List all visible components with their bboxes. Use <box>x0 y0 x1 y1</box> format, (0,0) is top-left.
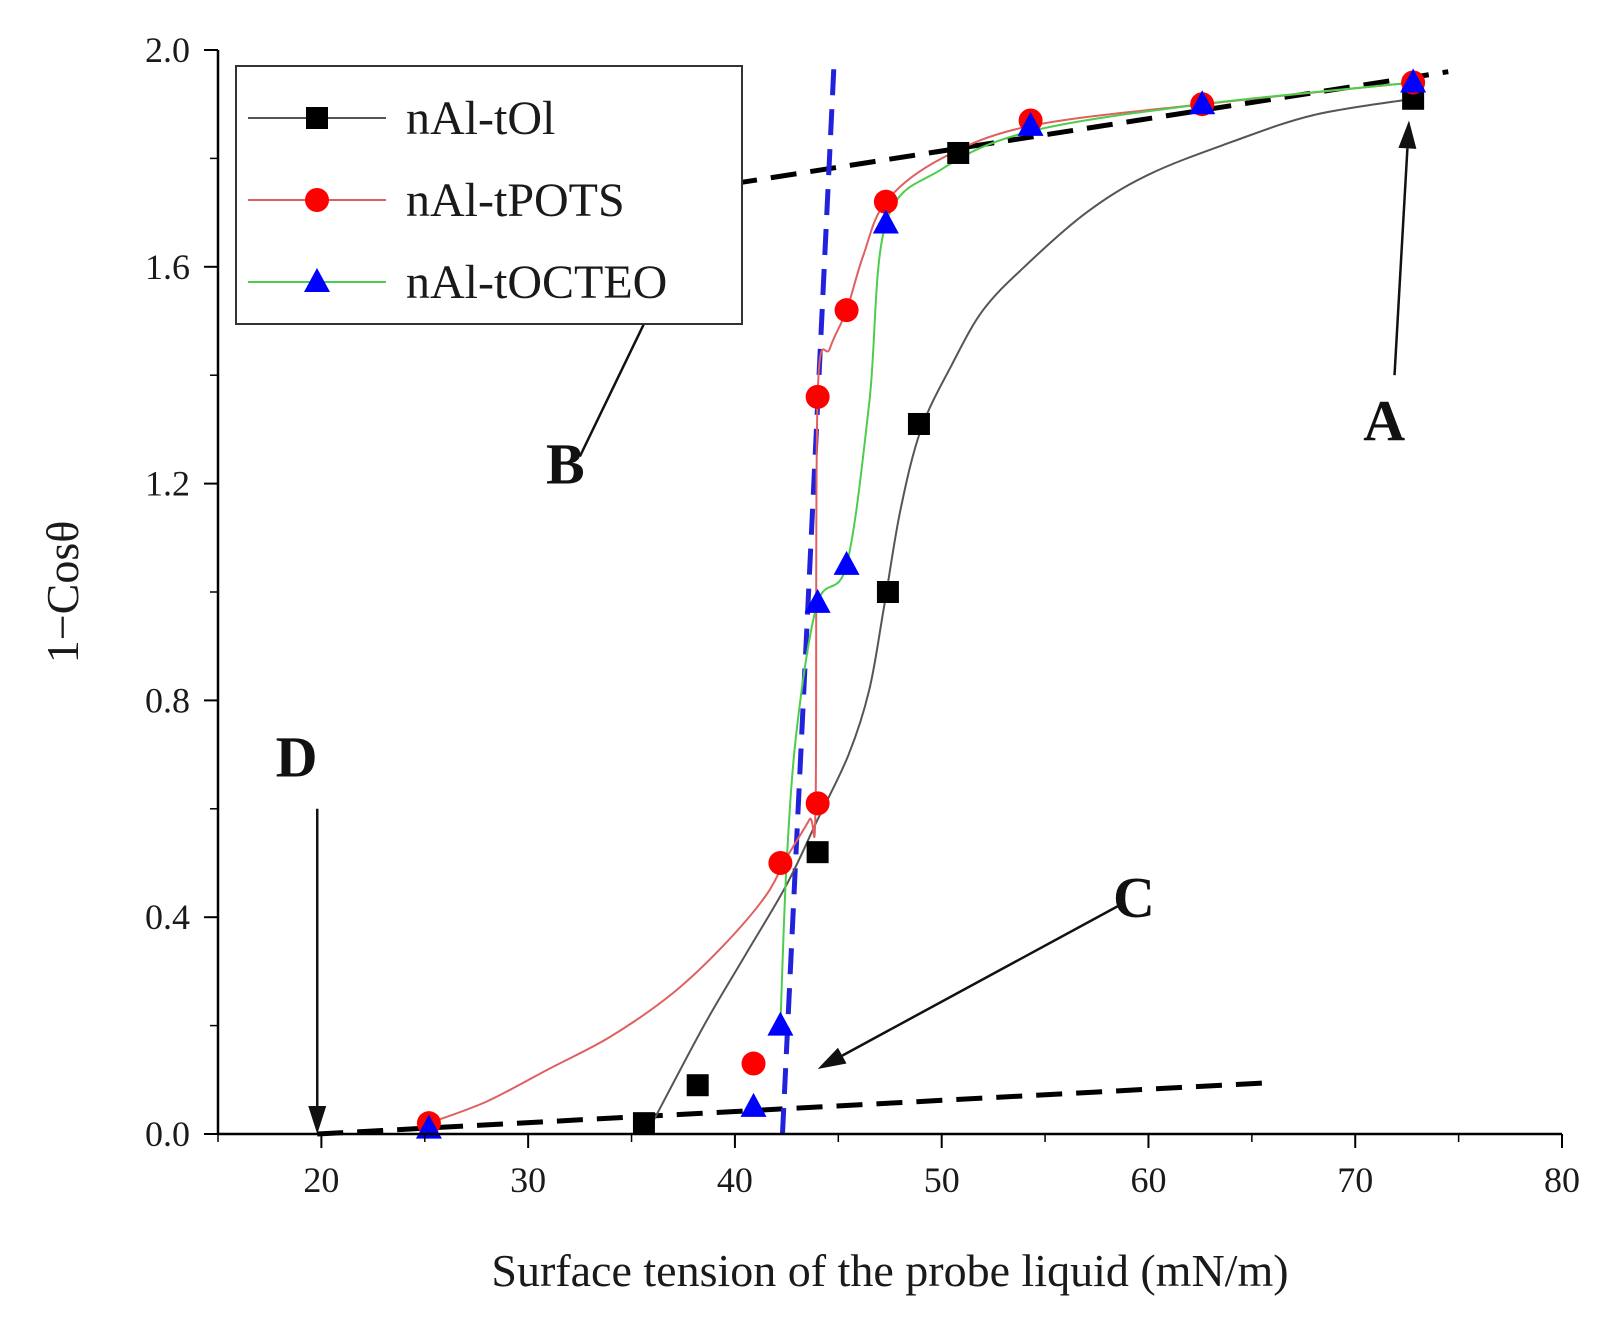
data-point <box>1400 68 1427 93</box>
data-point <box>806 841 829 864</box>
annotation-label-c: C <box>1113 865 1155 930</box>
reference-line-1 <box>651 69 1449 199</box>
x-tick-label: 50 <box>924 1160 960 1200</box>
data-point <box>907 412 930 435</box>
legend-label-1: nAl-tPOTS <box>406 174 625 227</box>
annotation-arrowhead-a <box>1398 120 1417 149</box>
legend-marker-2 <box>304 268 330 292</box>
y-axis-title: 1−Cosθ <box>37 521 88 664</box>
y-tick-label: 2.0 <box>145 30 190 70</box>
data-point <box>876 581 899 603</box>
x-tick-label: 80 <box>1544 1160 1580 1200</box>
reference-line-2 <box>779 60 837 1135</box>
legend-label-2: nAl-tOCTEO <box>406 256 667 309</box>
annotation-label-d: D <box>276 724 318 789</box>
data-point <box>1189 90 1216 115</box>
data-point <box>834 298 859 323</box>
series-curves <box>428 81 1414 1125</box>
y-tick-label: 1.6 <box>145 247 190 287</box>
data-point <box>873 189 898 214</box>
series-line-2 <box>779 81 1414 1026</box>
data-point <box>1017 111 1044 136</box>
data-point <box>740 1092 767 1117</box>
series-line-1 <box>428 81 1414 1125</box>
legend-label-0: nAl-tOl <box>406 92 555 145</box>
annotation-arrowhead-d <box>308 1106 327 1134</box>
annotation-arrow-a <box>1393 148 1409 376</box>
reference-line-0 <box>317 1080 1273 1137</box>
axes: 20 30 40 50 60 70 80 0.0 0.4 0.8 1.2 1.6 2.0 <box>145 30 1580 1200</box>
reference-lines <box>317 60 1449 1137</box>
x-tick-label: 30 <box>510 1160 546 1200</box>
data-markers <box>415 68 1427 1139</box>
y-tick-label: 0.4 <box>145 897 190 937</box>
data-point <box>805 791 830 816</box>
legend: nAl-tOl nAl-tPOTS nAl-tOCTEO <box>235 65 743 325</box>
x-tick-label: 20 <box>303 1160 339 1200</box>
annotation-arrowhead-c <box>817 1047 847 1069</box>
data-point <box>804 588 831 613</box>
data-point <box>686 1074 709 1097</box>
series-line-0 <box>651 97 1414 1124</box>
data-point <box>768 851 793 875</box>
y-tick-label: 1.2 <box>145 464 190 504</box>
data-point <box>1402 87 1425 110</box>
annotation-label-a: A <box>1363 388 1405 453</box>
data-point <box>767 1011 794 1036</box>
data-point <box>872 209 899 234</box>
y-tick-label: 0.0 <box>145 1114 190 1154</box>
annotation-label-b: B <box>546 432 585 497</box>
x-tick-label: 70 <box>1337 1160 1373 1200</box>
annotation-arrow-c <box>841 905 1119 1057</box>
data-point <box>947 141 970 164</box>
data-point <box>741 1051 766 1076</box>
x-tick-label: 40 <box>717 1160 753 1200</box>
data-point <box>833 550 860 575</box>
x-axis-title: Surface tension of the probe liquid (mN/… <box>491 1245 1288 1296</box>
data-point <box>415 1114 442 1139</box>
y-tick-label: 0.8 <box>145 680 190 720</box>
legend-marker-1 <box>305 188 329 212</box>
data-point <box>805 384 830 409</box>
data-point <box>632 1112 655 1135</box>
legend-marker-0 <box>306 107 328 129</box>
x-tick-label: 60 <box>1130 1160 1166 1200</box>
